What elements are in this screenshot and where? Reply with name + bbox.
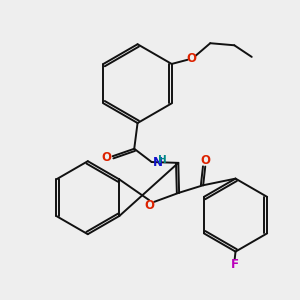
Text: O: O — [200, 154, 210, 167]
Text: O: O — [102, 152, 112, 164]
Text: N: N — [153, 155, 163, 169]
Text: H: H — [158, 155, 167, 165]
Text: O: O — [187, 52, 196, 65]
Text: O: O — [144, 199, 154, 212]
Text: F: F — [231, 258, 239, 272]
